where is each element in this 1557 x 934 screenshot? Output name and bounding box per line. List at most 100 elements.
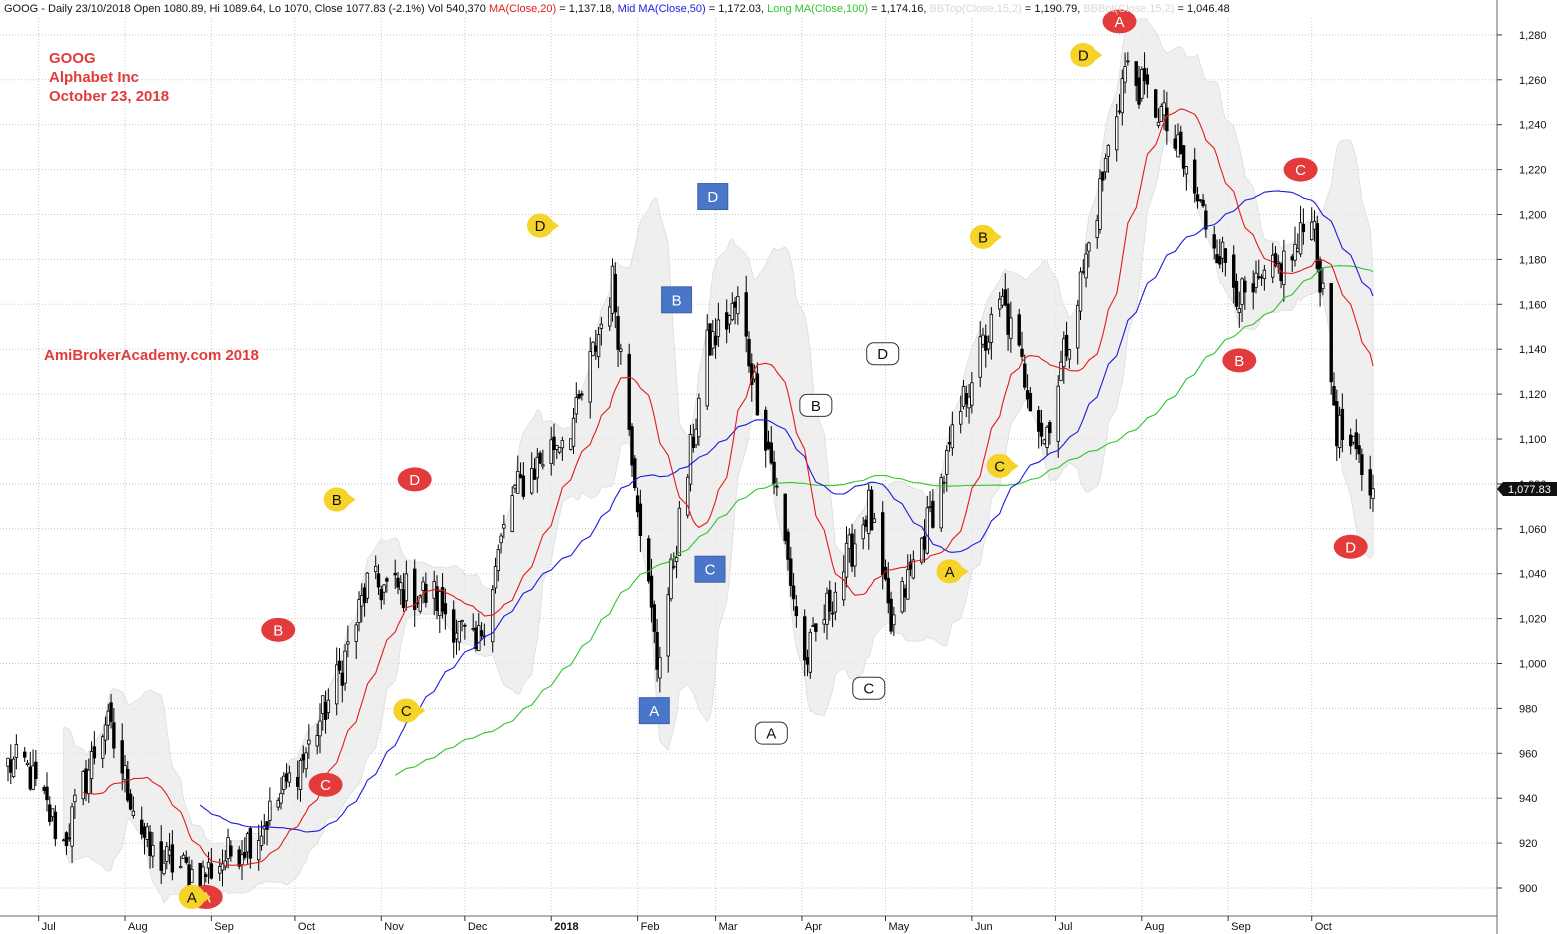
candle-body — [87, 769, 91, 794]
candle-body — [647, 538, 651, 582]
candle-body — [1368, 469, 1372, 496]
candle-body — [1257, 276, 1261, 279]
marker-yellow-pointer-b: B — [323, 487, 356, 512]
candle-body — [393, 572, 397, 576]
candle-body — [1173, 138, 1177, 149]
candle-body — [64, 832, 69, 847]
candle-body — [120, 740, 124, 774]
candle-body — [705, 329, 709, 407]
candle-body — [830, 612, 835, 615]
candle-body — [986, 341, 991, 350]
marker-label: A — [945, 564, 955, 581]
marker-shape — [397, 467, 432, 492]
candle-body — [14, 744, 19, 758]
candle-body — [479, 630, 484, 637]
x-tick-label: Aug — [1145, 921, 1165, 933]
marker-label: D — [877, 346, 888, 363]
candle-body — [496, 549, 500, 571]
candle-body — [357, 599, 361, 623]
candle-body — [1195, 194, 1200, 202]
ma50-line — [199, 190, 1374, 833]
ma20-line — [82, 108, 1374, 867]
candle-body — [805, 657, 810, 665]
marker-label: C — [863, 681, 874, 698]
candle-body — [1039, 422, 1044, 437]
site-note: AmiBrokerAcademy.com 2018 — [44, 347, 259, 364]
candle-body — [1123, 66, 1127, 83]
candle-body — [928, 506, 932, 508]
candle-body — [67, 837, 71, 840]
candle-body — [385, 578, 389, 582]
candle-body — [362, 587, 367, 604]
candle-body — [223, 860, 227, 868]
marker-label: C — [320, 777, 331, 794]
candle-body — [304, 752, 308, 770]
y-tick-label: 1,140 — [1519, 344, 1547, 356]
candle-body — [457, 621, 461, 643]
candle-body — [1103, 157, 1108, 173]
candle-body — [669, 558, 673, 600]
candle-body — [471, 628, 475, 630]
marker-shape — [638, 697, 670, 725]
marker-yellow-pointer-a: A — [178, 884, 211, 909]
marker-shape — [527, 213, 554, 238]
marker-label: B — [672, 292, 682, 309]
candle-body — [1282, 250, 1286, 285]
candle-body — [697, 397, 701, 438]
candle-body — [1006, 303, 1010, 335]
marker-shape — [261, 617, 296, 642]
marker-white-rounded-d: D — [866, 342, 900, 366]
candle-body — [588, 351, 592, 403]
candle-body — [1165, 107, 1169, 132]
candle-body — [62, 839, 66, 842]
x-axis: Jul Aug Sep Oct Nov Dec 2018 Feb Mar Apr May Jun Jul… — [38, 916, 1332, 933]
candle-body — [666, 594, 670, 657]
candle-body — [443, 603, 448, 615]
candle-body — [947, 442, 952, 445]
candle-body — [1315, 223, 1319, 269]
candle-body — [142, 826, 147, 838]
marker-label: C — [705, 562, 716, 579]
marker-yellow-pointer-b: B — [969, 224, 1002, 249]
y-tick-label: 1,060 — [1519, 524, 1547, 536]
candle-body — [337, 660, 342, 671]
marker-label: A — [187, 889, 197, 906]
marker-red-oval-b: B — [261, 617, 296, 642]
marker-shape — [178, 884, 205, 909]
candle-body — [167, 849, 172, 856]
candle-body — [229, 845, 233, 857]
candle-body — [259, 835, 264, 846]
marker-shape — [1333, 534, 1368, 559]
candle-body — [45, 786, 49, 801]
candle-body — [727, 315, 732, 325]
candle-body — [1156, 121, 1161, 127]
candle-body — [1142, 68, 1147, 82]
marker-shape — [1070, 43, 1097, 68]
candle-body — [184, 857, 188, 863]
candle-body — [825, 592, 829, 625]
candle-body — [454, 632, 459, 640]
pattern-markers: AABBCCDDABCDABCDABCDABCD — [178, 9, 1368, 909]
candle-body — [424, 583, 428, 603]
x-tick-label: Oct — [298, 921, 315, 933]
candle-body — [1078, 271, 1083, 312]
y-tick-label: 980 — [1519, 703, 1537, 715]
candle-body — [1176, 134, 1180, 158]
candle-body — [521, 475, 526, 497]
candle-body — [569, 438, 573, 450]
candle-body — [959, 411, 963, 425]
candle-body — [1003, 289, 1007, 306]
marker-pointer — [1007, 457, 1019, 474]
marker-pointer — [414, 702, 426, 719]
candle-body — [730, 302, 734, 321]
candle-body — [257, 840, 261, 861]
candle-body — [1076, 304, 1080, 349]
candle-body — [939, 477, 943, 529]
y-tick-label: 920 — [1519, 838, 1537, 850]
candle-body — [1159, 106, 1163, 122]
candle-body — [733, 301, 737, 308]
candle-body — [716, 319, 721, 337]
candle-body — [691, 436, 695, 449]
y-tick-label: 1,160 — [1519, 299, 1547, 311]
candle-body — [652, 604, 656, 632]
